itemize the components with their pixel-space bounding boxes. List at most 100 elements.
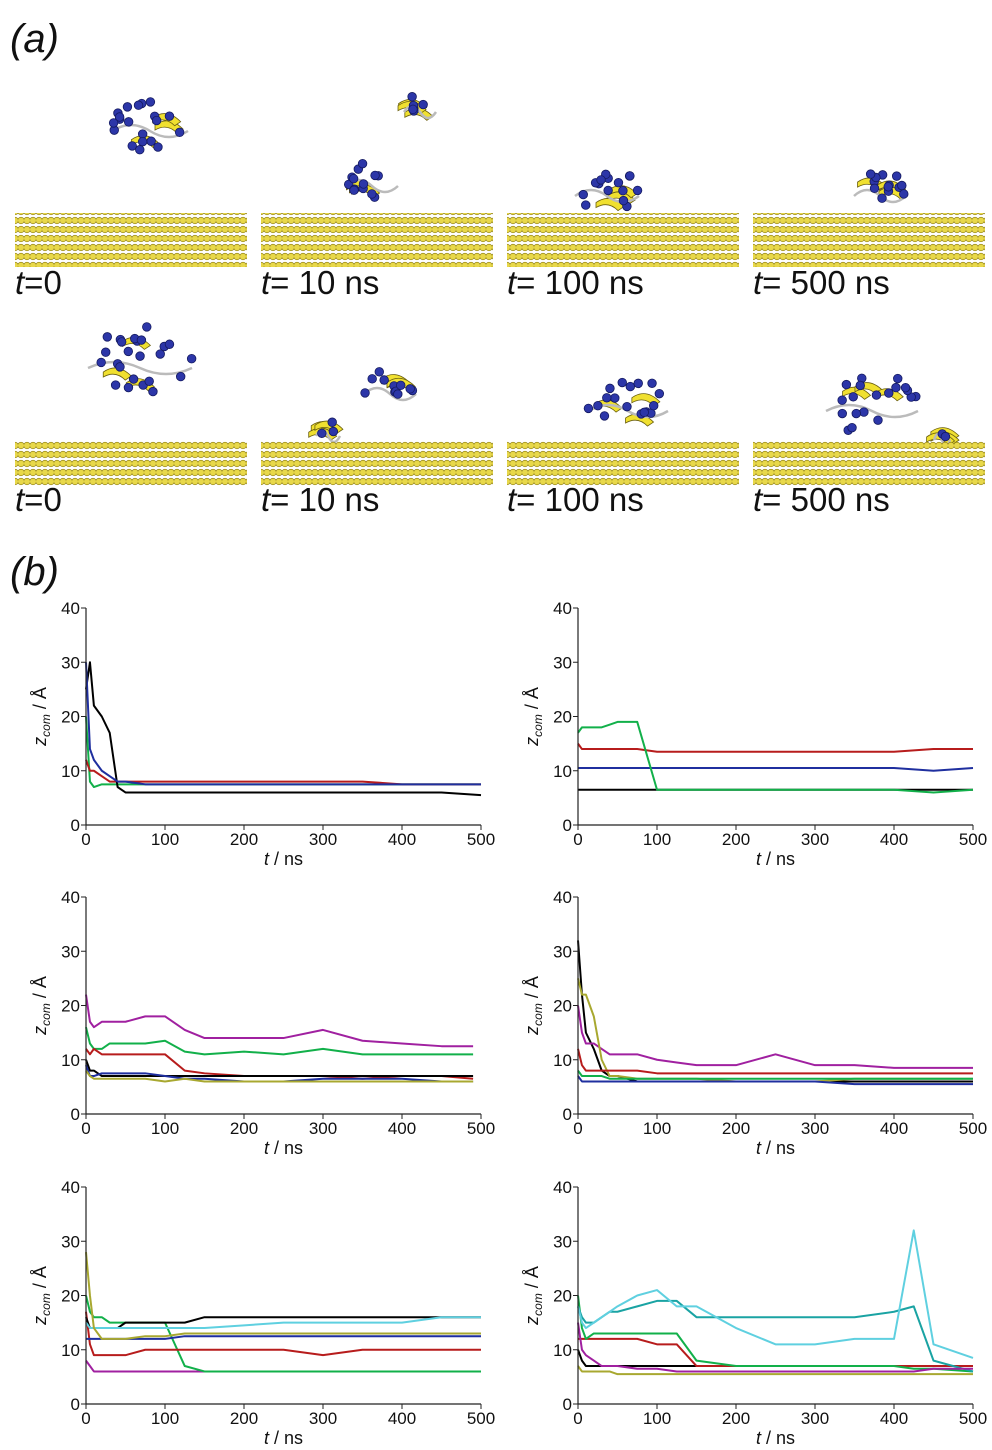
residue: [633, 378, 643, 389]
data-line: [85, 1252, 481, 1340]
x-axis-label: t / ns: [756, 1138, 795, 1158]
y-tick-label: 10: [61, 1341, 80, 1360]
x-axis-label: t / ns: [264, 849, 303, 869]
residue: [164, 339, 175, 349]
y-label-variable: z: [522, 737, 542, 747]
residue: [135, 351, 145, 361]
y-label-subscript: com: [39, 1003, 53, 1026]
x-tick-label: 100: [151, 1409, 179, 1428]
residue: [847, 422, 857, 433]
data-line: [85, 1295, 481, 1373]
residue: [622, 401, 632, 412]
residue: [135, 145, 145, 155]
residue: [367, 374, 377, 384]
x-tick-label: 200: [230, 1119, 258, 1138]
y-tick-label: 20: [553, 1287, 572, 1306]
residue: [891, 382, 901, 393]
x-tick-label: 200: [722, 1119, 750, 1138]
residue: [581, 200, 591, 210]
residue: [108, 118, 119, 128]
x-tick-label: 0: [81, 1119, 90, 1138]
x-tick-label: 400: [880, 1119, 908, 1138]
x-tick-label: 0: [573, 830, 582, 849]
y-label-variable: z: [522, 1316, 542, 1326]
time-variable: t: [753, 264, 764, 301]
x-tick-label: 200: [722, 830, 750, 849]
data-line: [85, 661, 482, 797]
data-line: [85, 759, 481, 786]
x-tick-label: 300: [309, 1409, 337, 1428]
snapshot-label: t= 10 ns: [261, 481, 379, 518]
y-label-unit: / Å: [30, 1266, 50, 1293]
y-label-subscript: com: [531, 714, 545, 737]
data-line: [577, 1005, 973, 1069]
data-line: [577, 1322, 973, 1373]
time-value: = 10 ns: [270, 481, 379, 518]
x-tick-label: 0: [81, 1409, 90, 1428]
residue: [837, 408, 847, 419]
y-tick-label: 0: [71, 1105, 80, 1124]
x-axis-label: t / ns: [756, 1428, 795, 1448]
x-tick-label: 200: [230, 1409, 258, 1428]
x-tick-label: 100: [151, 1119, 179, 1138]
time-value: = 500 ns: [762, 481, 890, 518]
residue: [367, 189, 377, 199]
residue: [900, 382, 911, 393]
data-line: [85, 1059, 474, 1078]
residue: [884, 388, 894, 398]
y-tick-label: 30: [61, 942, 80, 961]
residue: [899, 189, 909, 199]
residue: [114, 112, 125, 122]
snapshot-label: t= 10 ns: [261, 264, 379, 301]
residue: [599, 411, 610, 421]
snapshot-label: t= 100 ns: [507, 264, 644, 301]
x-tick-label: 100: [151, 830, 179, 849]
residue: [358, 179, 369, 189]
residue: [101, 347, 111, 357]
gold-surface: [507, 213, 739, 267]
x-tick-label: 400: [880, 830, 908, 849]
residue: [618, 195, 629, 206]
y-axis-label: zcom / Å: [522, 687, 545, 747]
y-label-variable: z: [30, 737, 50, 747]
residue: [357, 158, 368, 169]
residue: [370, 170, 380, 181]
residue: [865, 169, 876, 179]
time-variable: t: [753, 481, 764, 518]
residue: [115, 362, 125, 372]
residue: [153, 142, 163, 152]
x-axis-label: t / ns: [756, 849, 795, 869]
residue: [317, 428, 327, 438]
y-tick-label: 10: [61, 762, 80, 781]
y-axis-label: zcom / Å: [522, 1266, 545, 1326]
panel-label: (a): [10, 17, 59, 61]
y-tick-label: 0: [563, 816, 572, 835]
strand: [102, 367, 132, 381]
residue: [186, 353, 197, 364]
time-value: = 500 ns: [762, 264, 890, 301]
residue: [610, 393, 620, 403]
time-value: = 100 ns: [516, 264, 644, 301]
y-axis-label: zcom / Å: [522, 976, 545, 1036]
residue: [405, 384, 415, 394]
residue: [603, 185, 613, 196]
data-line: [577, 940, 973, 1083]
residue: [596, 175, 606, 185]
residue: [142, 322, 152, 332]
y-label-variable: z: [30, 1026, 50, 1036]
data-line: [577, 1229, 974, 1359]
residue: [407, 92, 417, 102]
x-label-variable: t: [264, 1138, 270, 1158]
residue: [841, 379, 852, 390]
y-label-subscript: com: [39, 714, 53, 737]
residue: [123, 382, 134, 393]
residue: [848, 392, 858, 402]
y-tick-label: 0: [563, 1395, 572, 1414]
y-label-variable: z: [522, 1026, 542, 1036]
y-tick-label: 20: [553, 997, 572, 1016]
